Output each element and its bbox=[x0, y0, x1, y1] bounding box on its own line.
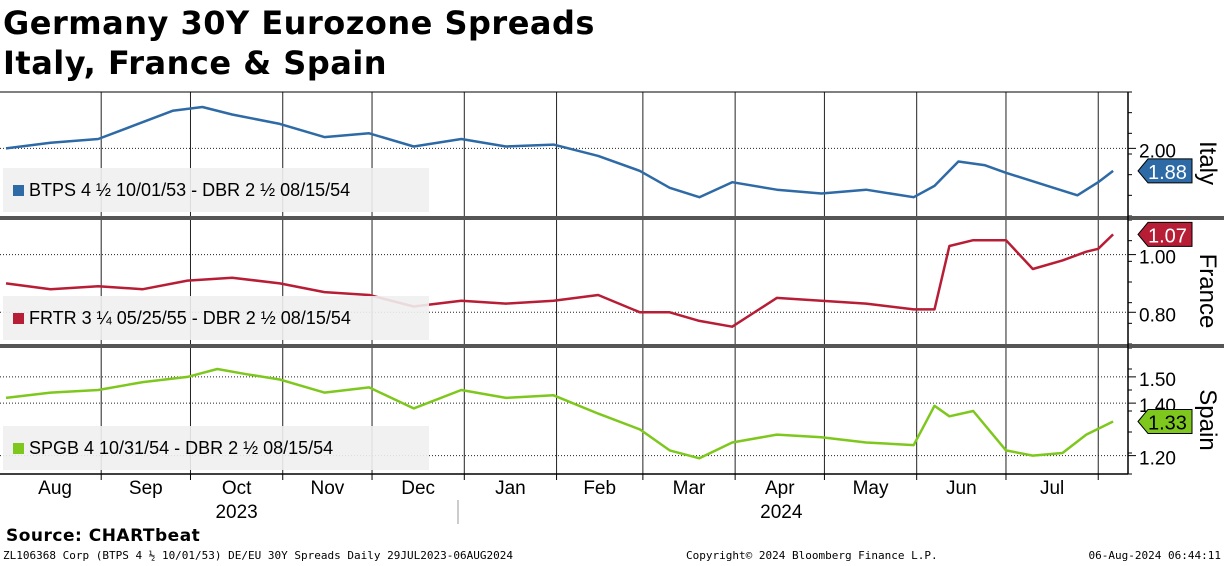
x-tick-label: May bbox=[853, 478, 889, 499]
chart-svg: 2.00 BTPS 4 ½ 10/01/53 - DBR 2 ½ 08/15/54… bbox=[0, 91, 1224, 524]
y-tick-label: 1.20 bbox=[1139, 449, 1176, 470]
x-tick-label: Apr bbox=[765, 478, 795, 499]
series-line bbox=[5, 105, 1114, 199]
last-value-tag bbox=[1137, 221, 1193, 247]
source-note: Source: CHARTbeat bbox=[6, 526, 201, 546]
x-tick-label: Nov bbox=[310, 478, 344, 499]
y-tick-label: 1.50 bbox=[1139, 370, 1176, 391]
last-value-tag bbox=[1137, 409, 1193, 434]
legend-box bbox=[3, 296, 429, 340]
panel-label: Italy bbox=[1194, 141, 1221, 185]
footer-security: ZL106368 Corp (BTPS 4 ½ 10/01/53) DE/EU … bbox=[3, 549, 513, 562]
x-year-label: 2024 bbox=[760, 502, 803, 523]
panel-label: France bbox=[1194, 254, 1221, 329]
legend-swatch bbox=[13, 185, 24, 196]
chart-title-line-1: Germany 30Y Eurozone Spreads bbox=[3, 4, 595, 42]
x-tick-label: Feb bbox=[583, 478, 616, 499]
legend-box bbox=[3, 426, 429, 470]
last-value-label: 1.88 bbox=[1148, 162, 1187, 184]
footer-timestamp: 06-Aug-2024 06:44:11 bbox=[1088, 549, 1221, 562]
series-line bbox=[5, 233, 1114, 328]
x-tick-label: Jul bbox=[1040, 478, 1064, 499]
legend-label: SPGB 4 10/31/54 - DBR 2 ½ 08/15/54 bbox=[29, 438, 333, 458]
x-tick-label: Oct bbox=[222, 478, 252, 499]
legend-swatch bbox=[13, 313, 24, 324]
series-line bbox=[5, 367, 1114, 460]
y-tick-label: 0.80 bbox=[1139, 305, 1176, 326]
legend-swatch bbox=[13, 443, 24, 454]
x-tick-label: Aug bbox=[38, 478, 72, 499]
x-tick-label: Jan bbox=[495, 478, 526, 499]
footer-copyright: Copyright© 2024 Bloomberg Finance L.P. bbox=[686, 549, 938, 562]
y-tick-label: 2.00 bbox=[1139, 141, 1176, 162]
legend-label: BTPS 4 ½ 10/01/53 - DBR 2 ½ 08/15/54 bbox=[29, 180, 350, 200]
legend-box bbox=[3, 168, 429, 212]
x-tick-label: Dec bbox=[401, 478, 435, 499]
y-tick-label: 1.00 bbox=[1139, 248, 1176, 269]
last-value-label: 1.07 bbox=[1148, 225, 1187, 247]
x-year-label: 2023 bbox=[215, 502, 257, 523]
legend-label: FRTR 3 ¼ 05/25/55 - DBR 2 ½ 08/15/54 bbox=[29, 308, 351, 328]
last-value-tag bbox=[1137, 158, 1193, 184]
last-value-label: 1.33 bbox=[1148, 413, 1187, 435]
x-tick-label: Sep bbox=[129, 478, 163, 499]
chart-title-line-2: Italy, France & Spain bbox=[3, 44, 388, 82]
panel-label: Spain bbox=[1194, 389, 1221, 450]
x-tick-label: Mar bbox=[673, 478, 706, 499]
x-tick-label: Jun bbox=[946, 478, 977, 499]
